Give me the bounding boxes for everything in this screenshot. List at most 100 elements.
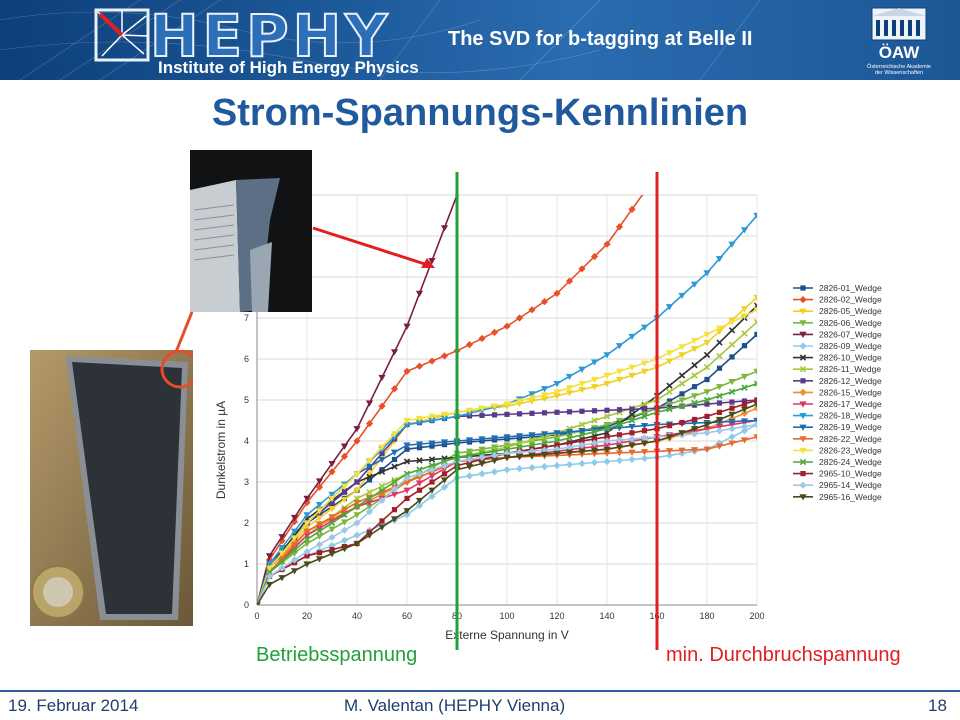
data-point <box>799 458 807 466</box>
data-point <box>641 413 648 420</box>
legend-entry: 2826-22_Wedge <box>819 434 882 444</box>
data-point <box>328 551 336 558</box>
data-point <box>728 319 736 326</box>
series-2965-16_Wedge <box>257 401 757 605</box>
data-point <box>753 212 757 220</box>
data-point <box>578 448 586 455</box>
data-point <box>390 485 399 493</box>
data-point <box>715 443 724 450</box>
data-point <box>703 422 711 429</box>
y-tick-label: 5 <box>244 395 249 405</box>
data-point <box>628 205 636 213</box>
data-point <box>391 463 398 470</box>
data-point <box>478 436 486 443</box>
data-point <box>440 483 449 491</box>
data-point <box>679 419 685 426</box>
data-point <box>715 427 724 435</box>
y-tick-label: 2 <box>244 518 249 528</box>
data-point <box>428 473 436 480</box>
data-point <box>715 255 724 263</box>
data-point <box>365 419 374 428</box>
data-point <box>640 434 649 442</box>
data-point <box>728 411 736 418</box>
legend-entry: 2826-11_Wedge <box>819 364 881 374</box>
data-point <box>678 430 686 437</box>
data-point <box>303 512 311 519</box>
data-point <box>365 457 374 465</box>
data-point <box>441 458 448 465</box>
oaw-subtitle-2: der Wissenschaften <box>875 70 923 76</box>
data-point <box>740 418 749 425</box>
data-point <box>603 425 611 432</box>
data-point <box>553 389 561 396</box>
data-point <box>378 456 386 464</box>
data-point <box>615 376 624 384</box>
data-point <box>704 413 710 419</box>
operating-voltage-label: Betriebsspannung <box>256 644 418 666</box>
data-point <box>390 431 399 438</box>
data-point <box>354 479 360 485</box>
legend-entry: 2826-18_Wedge <box>819 411 882 421</box>
data-point <box>678 397 686 404</box>
data-point <box>365 400 374 407</box>
legend-entry: 2826-07_Wedge <box>819 329 882 339</box>
data-point <box>641 406 648 412</box>
data-point <box>704 401 710 407</box>
data-point <box>641 400 648 408</box>
data-point <box>490 435 499 442</box>
legend-entry: 2826-19_Wedge <box>819 422 882 432</box>
data-point <box>799 481 807 489</box>
data-point <box>340 507 349 514</box>
data-point <box>340 536 349 545</box>
legend-entry: 2965-16_Wedge <box>819 492 882 502</box>
data-point <box>616 421 623 428</box>
data-point <box>753 380 757 387</box>
data-point <box>590 444 599 451</box>
data-point <box>490 457 499 465</box>
data-point <box>691 416 698 423</box>
data-point <box>640 440 649 447</box>
data-point <box>565 373 574 381</box>
legend-entry: 2826-23_Wedge <box>819 445 882 455</box>
data-point <box>366 495 373 502</box>
data-point <box>665 358 674 365</box>
data-point <box>378 496 386 505</box>
data-point <box>665 448 674 455</box>
data-point <box>666 404 673 410</box>
data-point <box>590 384 599 391</box>
data-point <box>428 466 436 474</box>
data-point <box>740 373 749 381</box>
data-point <box>490 444 499 451</box>
data-point <box>416 466 423 473</box>
data-point <box>728 378 736 386</box>
data-point <box>440 352 449 360</box>
data-point <box>553 450 561 457</box>
data-point <box>379 450 385 456</box>
data-point <box>366 529 373 535</box>
data-point <box>703 340 711 347</box>
data-point <box>666 382 673 389</box>
data-point <box>741 343 748 349</box>
data-point <box>578 421 586 428</box>
data-point <box>378 374 386 382</box>
data-point <box>565 449 574 456</box>
data-point <box>665 451 674 459</box>
data-point <box>640 449 649 456</box>
data-point <box>403 487 411 494</box>
data-point <box>415 362 424 370</box>
data-point <box>403 508 411 515</box>
footer-author: M. Valentan (HEPHY Vienna) <box>344 696 566 715</box>
data-point <box>753 368 757 375</box>
data-point <box>315 525 324 532</box>
data-point <box>716 392 723 400</box>
data-point <box>328 533 336 541</box>
data-point <box>678 292 686 300</box>
x-tick-label: 200 <box>749 611 764 621</box>
data-point <box>628 449 636 456</box>
arrow-shaft <box>312 226 432 268</box>
data-point <box>591 428 598 435</box>
data-point <box>353 487 361 494</box>
data-point <box>590 447 599 454</box>
data-point <box>615 417 624 425</box>
